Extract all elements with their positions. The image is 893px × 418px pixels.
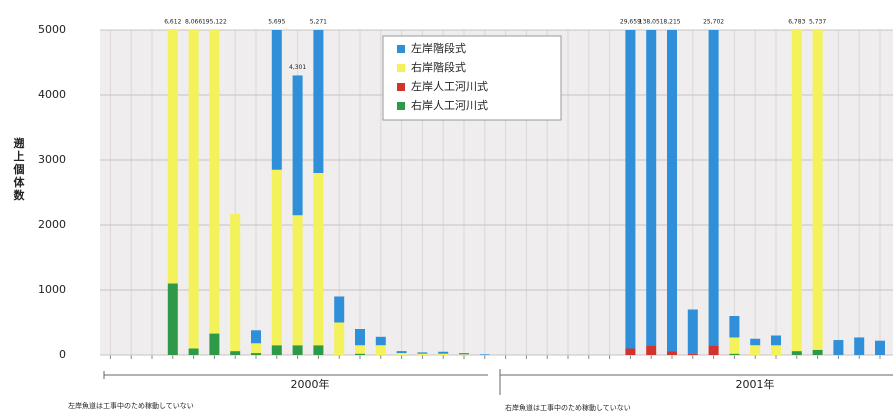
bar-segment (687, 309, 698, 354)
bar-segment (313, 345, 324, 355)
legend-label: 左岸人工河川式 (411, 80, 488, 93)
bar-segment (729, 316, 740, 338)
bar-segment (812, 349, 823, 355)
bar-segment (833, 340, 844, 355)
bar-segment (334, 296, 345, 323)
bar-segment (167, 283, 178, 355)
legend-swatch (397, 83, 405, 91)
bars (167, 30, 885, 355)
bar-segment (646, 30, 657, 346)
y-tick-label: 5000 (38, 23, 66, 36)
bar-segment (188, 348, 199, 355)
bar-segment (646, 345, 657, 355)
bar-segment (667, 30, 677, 352)
bar-segment (251, 343, 261, 354)
total-label: 6,612 (164, 19, 181, 26)
note: 左岸魚道は工事中のため稼動していない (68, 401, 194, 410)
legend-label: 右岸階段式 (411, 60, 466, 74)
bar-segment (292, 215, 303, 346)
bar-segment (375, 336, 386, 346)
bar-segment (750, 338, 761, 346)
bar-segment (854, 337, 865, 355)
legend-label: 左岸階段式 (411, 41, 466, 55)
bar-segment (438, 351, 449, 354)
y-tick-label: 4000 (38, 88, 66, 101)
legend-swatch (397, 45, 405, 53)
bar-segment (375, 345, 386, 355)
bar-segment (708, 345, 719, 355)
bar-segment (396, 351, 407, 354)
legend-label: 右岸人工河川式 (411, 98, 488, 112)
total-label: 29,659 (620, 19, 641, 26)
bar-segment (750, 345, 761, 355)
legend-swatch (397, 64, 405, 72)
bar-segment (708, 30, 719, 346)
total-label: 195,122 (202, 19, 227, 26)
legend-swatch (397, 102, 405, 110)
total-label: 4,301 (289, 64, 306, 71)
bar-segment (230, 351, 241, 355)
bar-segment (625, 30, 636, 349)
bar-segment (791, 351, 802, 355)
bar-segment (791, 30, 802, 352)
bar-segment (292, 345, 303, 355)
legend-box (382, 35, 562, 121)
bar-segment (771, 345, 781, 355)
total-label: 5,695 (268, 19, 285, 26)
y-tick-label: 2000 (38, 218, 66, 231)
total-label: 6,783 (788, 19, 805, 26)
bar-segment (625, 348, 636, 355)
bar-segment (667, 351, 677, 355)
year-label: 2001年 (736, 377, 775, 391)
bar-segment (209, 30, 220, 334)
bar-segment (271, 345, 282, 355)
total-label: 8,066 (185, 19, 202, 26)
y-tick-label: 1000 (38, 283, 66, 296)
bar-segment (729, 337, 740, 354)
bar-segment (479, 354, 490, 355)
bar-segment (271, 30, 282, 170)
total-label: 25,702 (703, 19, 724, 26)
bar-segment (334, 322, 345, 355)
bar-segment (438, 353, 449, 355)
bar-segment (271, 169, 282, 346)
bar-segment (313, 30, 324, 174)
bar-segment (459, 354, 469, 355)
bar-segment (355, 329, 365, 346)
bar-segment (417, 353, 428, 355)
bar-segment (355, 353, 365, 355)
bar-segment (292, 75, 303, 216)
y-axis-label: 遡上個体数 (12, 136, 26, 202)
bar-segment (355, 345, 365, 354)
bar-segment (771, 335, 781, 346)
year-label: 2000年 (291, 377, 330, 391)
bar-segment (875, 340, 885, 355)
bar-segment (812, 30, 823, 350)
bar-segment (251, 330, 261, 344)
total-label: 8,215 (663, 19, 680, 26)
bar-segment (167, 30, 178, 284)
bar-segment (188, 30, 199, 349)
bar-segment (251, 353, 261, 355)
bar-segment (313, 173, 324, 346)
bar-segment (209, 333, 220, 355)
note: 右岸魚道は工事中のため稼動していない (505, 403, 631, 412)
total-label: 5,271 (310, 19, 327, 26)
labels: 0 1000 2000 3000 4000 5000 6,612 8,066 195,122 5,… (38, 19, 826, 362)
total-label: 5,737 (809, 19, 826, 26)
bar-segment (417, 352, 428, 354)
bar-segment (230, 213, 241, 352)
bar-segment (729, 353, 740, 355)
y-tick-label: 0 (59, 348, 66, 361)
bar-segment (459, 353, 469, 355)
total-label: 138,051 (639, 19, 664, 26)
y-tick-label: 3000 (38, 153, 66, 166)
bar-segment (396, 353, 407, 355)
bar-segment (687, 353, 698, 355)
